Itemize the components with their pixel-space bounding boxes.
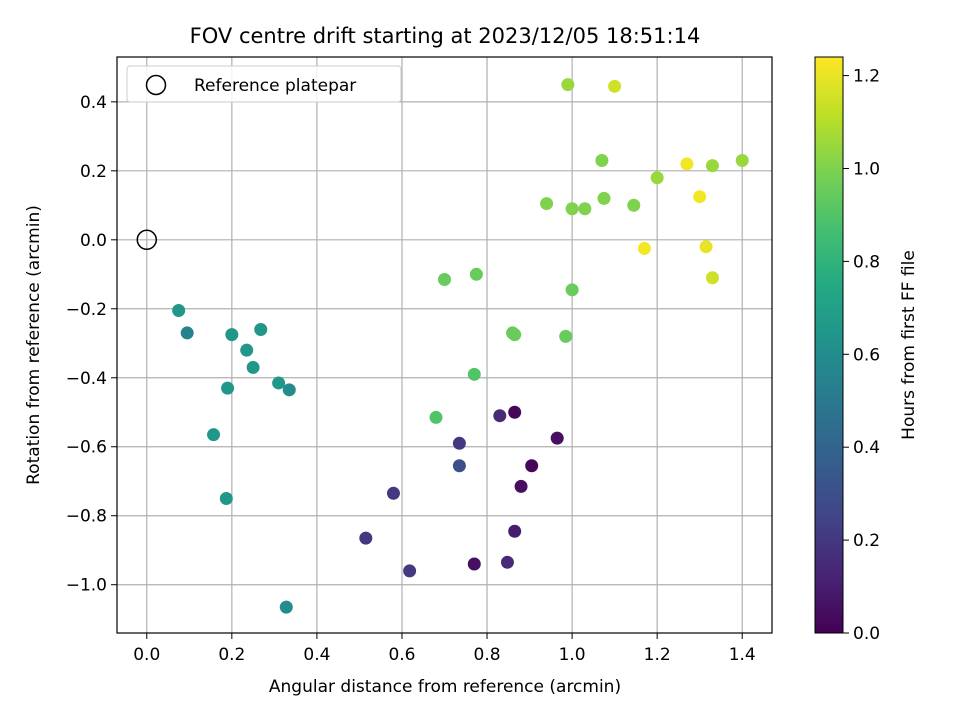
data-point: [493, 409, 507, 423]
data-point: [403, 564, 417, 578]
colorbar-label: Hours from first FF file: [899, 250, 919, 440]
data-point: [467, 557, 481, 571]
data-point: [514, 479, 528, 493]
x-tick-label: 0.0: [133, 645, 160, 665]
data-point: [207, 428, 221, 442]
y-axis-ticks: 0.4 0.2 0.0 −0.2 −0.4 −0.6 −0.8 −1.0: [66, 93, 117, 596]
data-point: [279, 600, 293, 614]
data-point: [225, 328, 239, 342]
colorbar-tick-label: 0.8: [853, 252, 880, 272]
x-tick-label: 1.0: [559, 645, 586, 665]
y-tick-label: 0.4: [80, 93, 107, 113]
data-point: [452, 459, 466, 473]
data-point: [699, 240, 713, 254]
colorbar: 0.0 0.2 0.4 0.6 0.8 1.0 1.2 Hours from first F…: [814, 56, 919, 644]
data-point: [386, 486, 400, 500]
x-tick-label: 1.2: [644, 645, 671, 665]
grid: [117, 57, 772, 633]
y-tick-label: −0.2: [66, 300, 107, 320]
data-point: [578, 202, 592, 216]
data-point: [240, 343, 254, 357]
colorbar-ticks: 0.0 0.2 0.4 0.6 0.8 1.0 1.2: [843, 67, 880, 644]
data-point: [438, 272, 451, 286]
data-point: [429, 410, 443, 424]
data-point: [508, 405, 522, 419]
legend-reference-marker: [145, 74, 167, 96]
colorbar-tick-label: 0.0: [853, 624, 880, 644]
x-tick-label: 0.4: [303, 645, 330, 665]
y-tick-label: −0.4: [66, 369, 107, 389]
reference-point: [136, 229, 158, 251]
colorbar-tick-label: 1.0: [853, 159, 880, 179]
data-point: [180, 326, 194, 340]
data-point: [627, 198, 641, 212]
x-axis-label: Angular distance from reference (arcmin): [269, 677, 621, 697]
legend: Reference platepar: [126, 65, 402, 103]
data-point: [597, 191, 611, 205]
y-tick-label: −1.0: [66, 576, 107, 596]
data-point: [565, 202, 579, 216]
data-point: [254, 322, 268, 336]
y-tick-label: 0.0: [80, 231, 107, 251]
colorbar-gradient: [814, 56, 844, 634]
data-point: [219, 491, 233, 505]
colorbar-tick-label: 0.4: [853, 438, 880, 458]
data-point: [735, 153, 749, 167]
x-tick-label: 0.2: [218, 645, 245, 665]
data-point: [359, 531, 373, 545]
y-tick-label: −0.6: [66, 438, 107, 458]
legend-box: [126, 65, 402, 103]
data-point: [565, 283, 579, 297]
y-axis-label: Rotation from reference (arcmin): [24, 205, 44, 485]
data-point: [467, 367, 481, 381]
plot-frame: [116, 56, 773, 634]
data-point: [680, 157, 694, 171]
colorbar-tick-label: 0.2: [853, 531, 880, 551]
data-point: [608, 79, 622, 93]
x-axis-ticks: 0.0 0.2 0.4 0.6 0.8 1.0 1.2 1.4: [133, 633, 756, 665]
colorbar-tick-label: 0.6: [853, 345, 880, 365]
data-point: [705, 159, 719, 173]
y-tick-label: 0.2: [80, 162, 107, 182]
x-tick-label: 0.8: [474, 645, 501, 665]
data-points: [172, 78, 749, 614]
y-tick-label: −0.8: [66, 507, 107, 527]
data-point: [500, 555, 514, 569]
data-point: [469, 267, 483, 281]
x-tick-label: 0.6: [388, 645, 415, 665]
data-point: [650, 171, 664, 185]
data-point: [221, 381, 235, 395]
data-point: [272, 376, 286, 390]
data-point: [508, 328, 522, 342]
data-point: [246, 360, 260, 374]
chart-title: FOV centre drift starting at 2023/12/05 …: [190, 24, 701, 48]
legend-label: Reference platepar: [194, 76, 356, 96]
x-tick-label: 1.4: [729, 645, 756, 665]
data-point: [705, 271, 719, 285]
data-point: [693, 190, 707, 204]
data-point: [452, 436, 466, 450]
data-point: [550, 431, 564, 445]
data-point: [559, 329, 573, 343]
data-point: [637, 241, 651, 255]
reference-marker: [136, 229, 158, 251]
data-point: [282, 383, 296, 397]
data-point: [172, 304, 186, 318]
data-point: [508, 524, 522, 538]
colorbar-tick-label: 1.2: [853, 67, 880, 87]
data-point: [540, 197, 554, 211]
data-point: [561, 78, 575, 92]
data-point: [595, 153, 609, 167]
data-point: [525, 459, 539, 473]
